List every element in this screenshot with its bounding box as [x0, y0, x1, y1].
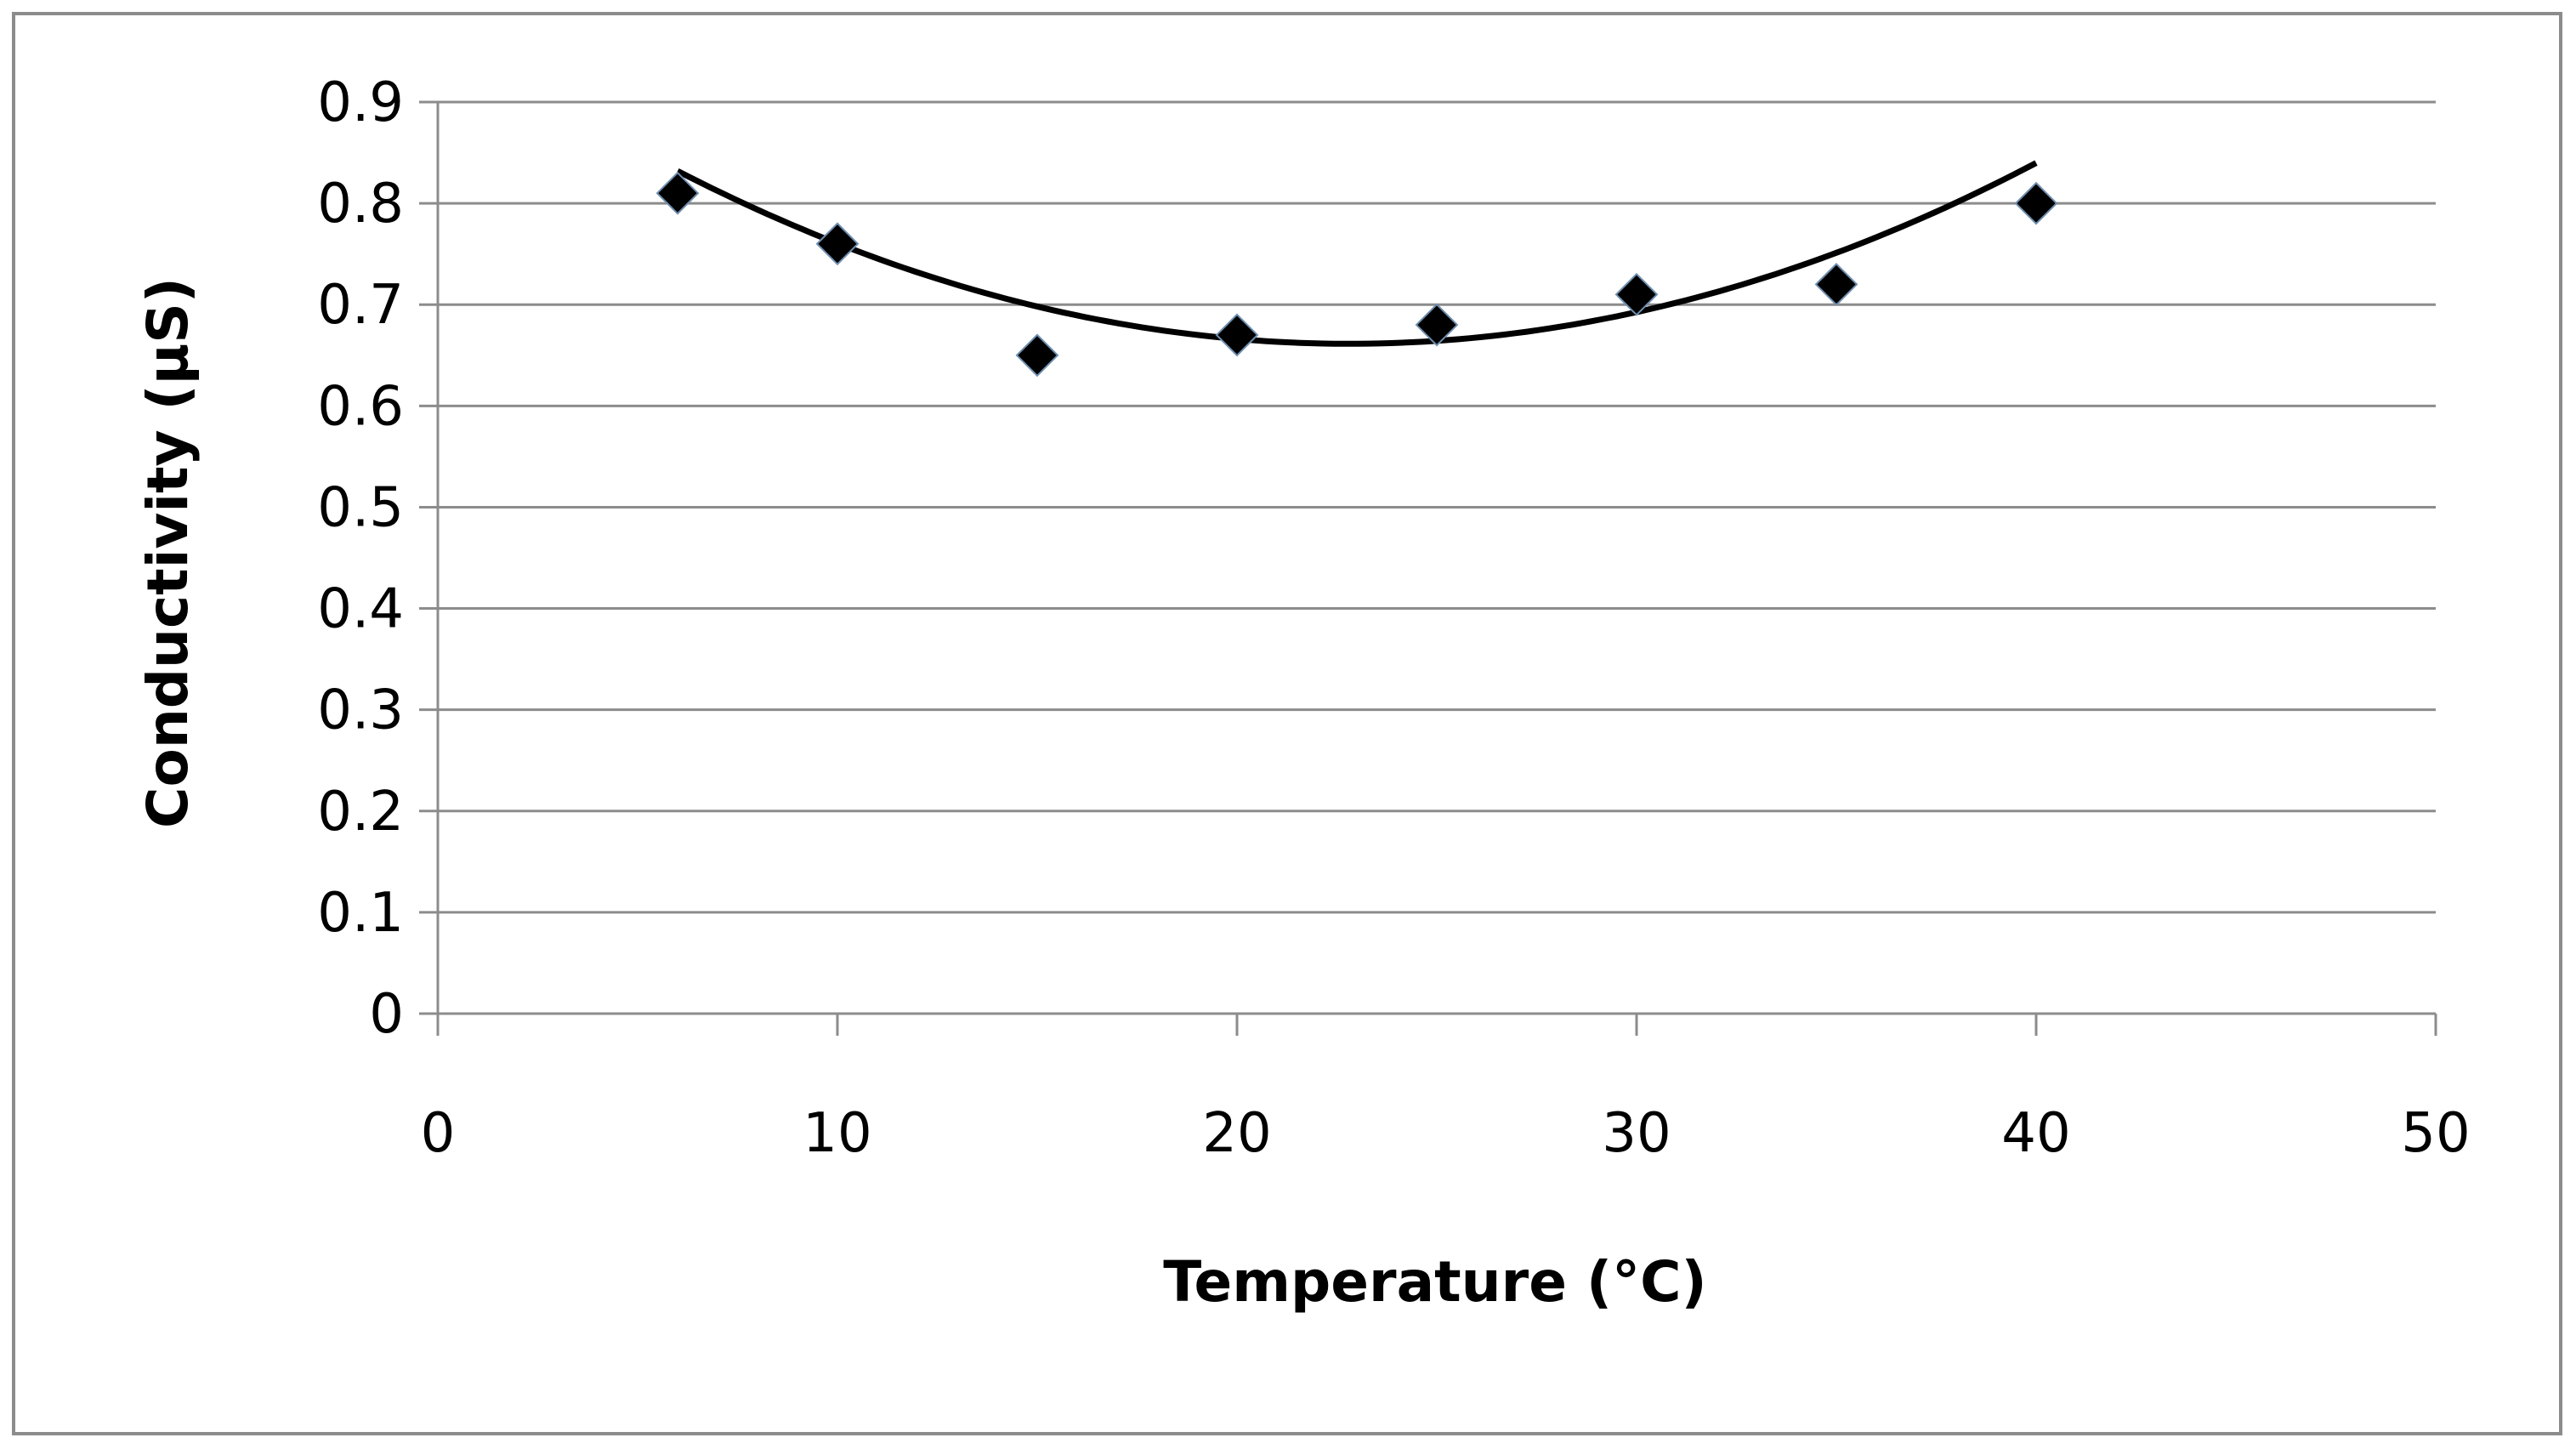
- x-tick-label: 50: [2401, 1102, 2470, 1165]
- data-point: [815, 222, 860, 266]
- y-tick-label: 0: [369, 983, 404, 1046]
- x-tick-label: 0: [421, 1102, 456, 1165]
- grid-lines: [438, 100, 2436, 914]
- data-point: [1015, 333, 1059, 378]
- y-tick-label: 0.9: [317, 71, 404, 134]
- data-point: [1215, 313, 1259, 357]
- axes: [419, 100, 2437, 1036]
- y-tick-label: 0.8: [317, 173, 404, 236]
- data-points: [655, 171, 2058, 378]
- x-tick-label: 30: [1602, 1102, 1671, 1165]
- data-point: [1614, 272, 1659, 316]
- y-tick-label: 0.4: [317, 578, 404, 641]
- trendline: [676, 160, 2038, 347]
- x-tick-label: 40: [2001, 1102, 2070, 1165]
- x-tick-label: 20: [1202, 1102, 1271, 1165]
- data-point: [655, 171, 700, 215]
- x-tick-label: 10: [803, 1102, 871, 1165]
- y-tick-label: 0.2: [317, 781, 404, 844]
- y-axis-title: Conductivity (µS): [135, 277, 201, 828]
- y-tick-label: 0.6: [317, 375, 404, 438]
- tick-labels: 0 0.1 0.2 0.3 0.4 0.5 0.6 0.7 0.8 0.9 0 10 20 30 40 50: [317, 71, 2471, 1165]
- y-tick-label: 0.5: [317, 476, 404, 539]
- trendline-layer: [676, 160, 2038, 347]
- data-point: [2014, 181, 2058, 225]
- y-tick-label: 0.7: [317, 274, 404, 337]
- y-tick-label: 0.1: [317, 882, 404, 945]
- data-point: [1814, 262, 1858, 306]
- x-axis-title: Temperature (°C): [1163, 1249, 1706, 1315]
- y-tick-label: 0.3: [317, 679, 404, 742]
- data-point: [1415, 303, 1459, 347]
